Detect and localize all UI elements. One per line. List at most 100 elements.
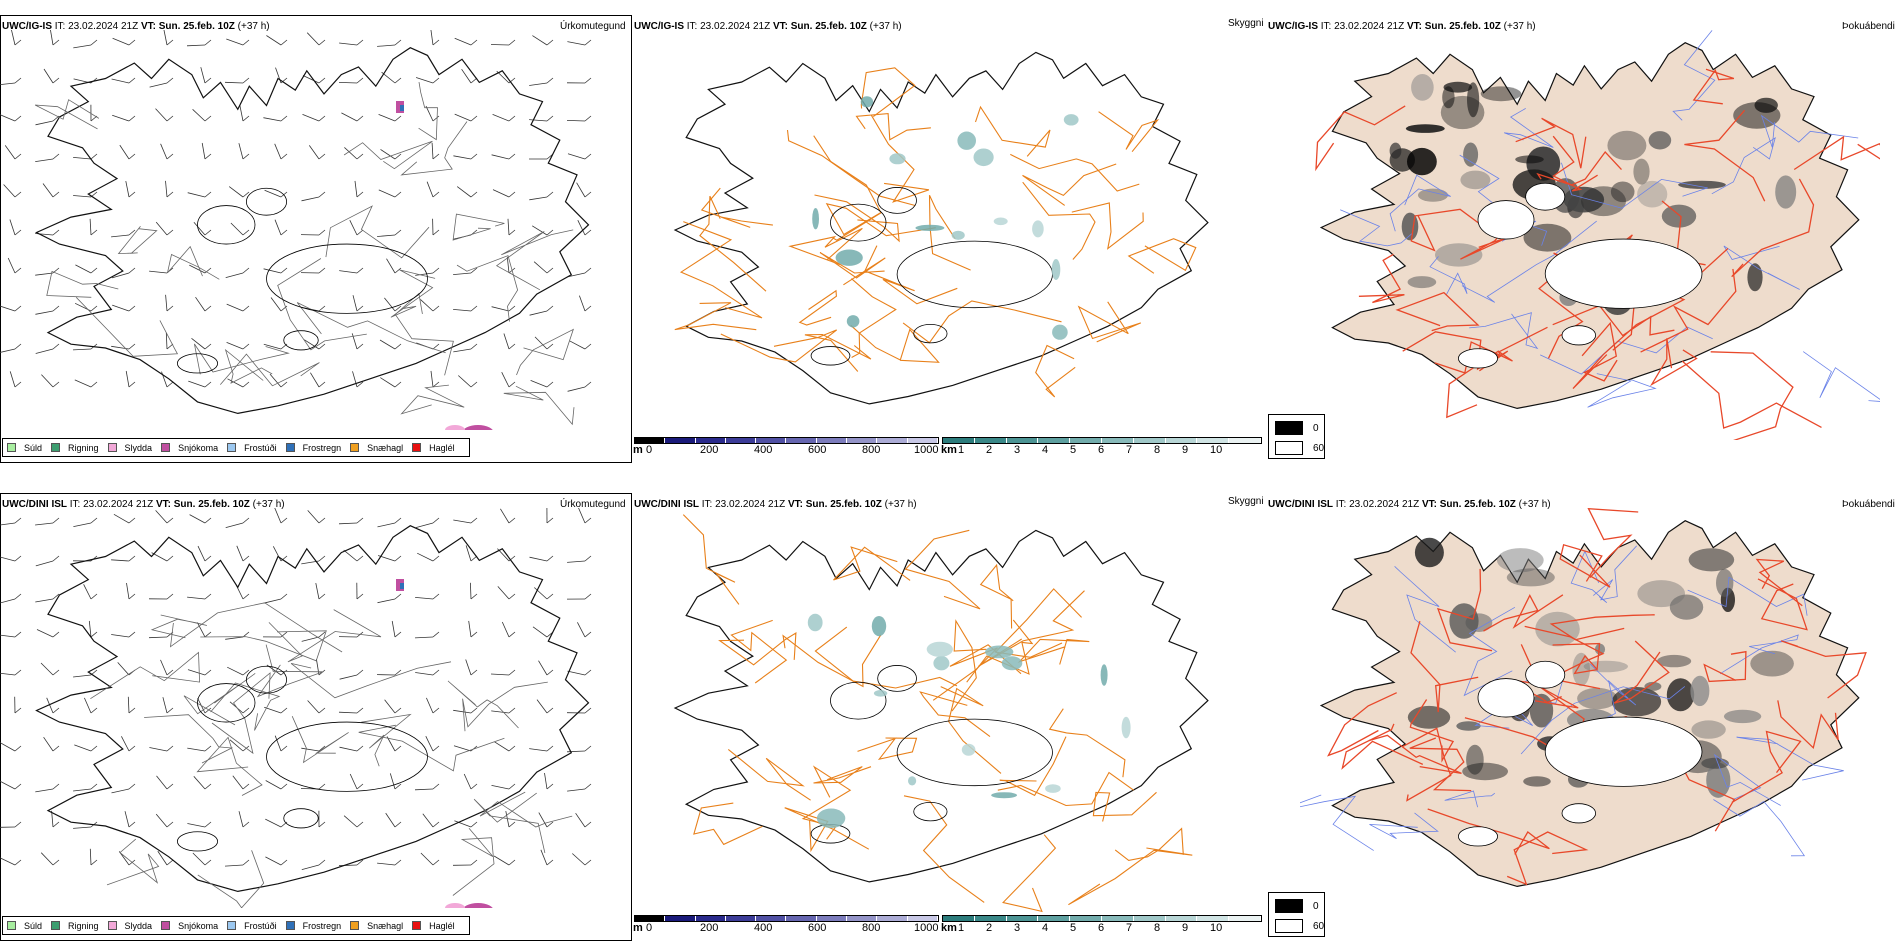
legend-label: 60 xyxy=(1313,920,1325,932)
height-colorbar: m 0 200 400 600 800 1000 xyxy=(633,915,939,936)
precip-legend-item: Slydda xyxy=(107,443,152,453)
it-value: 23.02.2024 21Z xyxy=(1334,21,1405,32)
legend-label: Frostúði xyxy=(244,442,277,453)
colorbar-tick-label: 0 xyxy=(646,444,653,456)
colorbar-swatch xyxy=(1197,438,1230,443)
glacier-outlines xyxy=(176,665,428,852)
legend-label: Snæhagl xyxy=(367,920,404,931)
model-name: UWC/DINI ISL xyxy=(2,499,67,510)
lead-time: (+37 h) xyxy=(237,21,270,32)
colorbar-tick-label: 8 xyxy=(1154,444,1161,456)
legend-swatch xyxy=(161,921,171,930)
colorbar-swatch xyxy=(1101,438,1134,443)
vt-label: VT: xyxy=(140,21,156,32)
height-colorbar: m 0 200 400 600 800 1000 xyxy=(633,437,939,458)
colorbar-tick-label: 3 xyxy=(1014,444,1021,456)
colorbar-swatch xyxy=(1133,438,1166,443)
colorbar-swatch xyxy=(786,438,817,443)
visibility-colorbar: km 1 2 3 4 5 6 7 8 9 10 xyxy=(941,915,1262,936)
colorbar-tick-label: 3 xyxy=(1014,922,1021,934)
colorbar-tick-label: 8 xyxy=(1154,922,1161,934)
colorbar-swatch xyxy=(1070,916,1102,921)
colorbar-swatch xyxy=(1133,916,1166,921)
colorbar-tick-label: 2 xyxy=(986,444,993,456)
fog-legend-item: 0 xyxy=(1275,421,1319,435)
precip-areas xyxy=(396,101,493,430)
vt-value: Sun. 25.feb. 10Z xyxy=(805,499,882,510)
colorbar-tick-label: 6 xyxy=(1098,922,1105,934)
lead-time: (+37 h) xyxy=(1503,21,1536,32)
colorbar-swatch xyxy=(1165,916,1198,921)
fog-legend-item: 60 xyxy=(1275,441,1324,455)
colorbar-swatch xyxy=(974,916,1007,921)
colorbar-swatch xyxy=(725,916,757,921)
glacier-outlines xyxy=(810,665,1053,844)
precip-legend: Súld Rigning Slydda Snjókoma Frostúði Frostre… xyxy=(2,438,470,457)
colorbar-tick-label: 200 xyxy=(700,922,719,934)
colorbar-swatch xyxy=(695,916,726,921)
road-network xyxy=(34,82,575,426)
colorbar-tick-label: 7 xyxy=(1126,444,1133,456)
legend-label: Snjókoma xyxy=(178,920,219,931)
panel-header: UWC/DINI ISL IT: 23.02.2024 21Z VT: Sun.… xyxy=(1268,499,1551,510)
legend-swatch xyxy=(7,443,16,452)
colorbar-swatch xyxy=(974,438,1007,443)
panel-header: UWC/IG-IS IT: 23.02.2024 21Z VT: Sun. 25… xyxy=(2,21,270,32)
colorbar-tick-label: 10 xyxy=(1210,922,1223,934)
colorbar-swatch xyxy=(907,438,938,443)
lead-time: (+37 h) xyxy=(1518,499,1551,510)
model-name: UWC/IG-IS xyxy=(2,21,52,32)
vt-label: VT: xyxy=(1421,499,1437,510)
colorbar-labels: m 0 200 400 600 800 1000 xyxy=(633,922,939,936)
legend-swatch xyxy=(1275,899,1303,913)
model-name: UWC/DINI ISL xyxy=(634,499,699,510)
colorbar-tick-label: 200 xyxy=(700,444,719,456)
colorbar-tick-label: 1000 xyxy=(914,922,939,934)
legend-label: Rigning xyxy=(68,920,99,931)
colorbar-swatch xyxy=(1038,438,1071,443)
legend-swatch xyxy=(7,921,16,930)
precip-type-panel-frame xyxy=(0,15,632,463)
precip-legend-item: Haglél xyxy=(412,443,455,453)
glacier-outlines xyxy=(1457,182,1703,369)
colorbar-swatch xyxy=(1006,916,1039,921)
colorbar-swatch xyxy=(1038,916,1071,921)
legend-swatch xyxy=(107,921,117,930)
wind-barbs xyxy=(0,508,592,870)
fog-title: Þokuábendi xyxy=(1842,21,1895,32)
panel-header: UWC/IG-IS IT: 23.02.2024 21Z VT: Sun. 25… xyxy=(634,21,902,32)
vt-label: VT: xyxy=(787,499,803,510)
precip-type-map xyxy=(0,508,592,908)
low-visibility-areas xyxy=(807,613,1131,829)
colorbar-swatch xyxy=(847,916,878,921)
colorbar-tick-label: 400 xyxy=(754,922,773,934)
colorbar-swatch xyxy=(877,916,908,921)
precip-legend: Súld Rigning Slydda Snjókoma Frostúði Frostre… xyxy=(2,916,470,935)
it-value: 23.02.2024 21Z xyxy=(715,499,786,510)
precip-legend-item: Slydda xyxy=(107,920,153,931)
colorbar-swatch xyxy=(1229,438,1261,443)
colorbar-swatch xyxy=(635,438,666,443)
wind-barbs xyxy=(0,30,592,392)
fog-legend: 0 60 xyxy=(1268,414,1325,459)
colorbar-swatches xyxy=(634,915,939,922)
road-network xyxy=(90,602,573,908)
colorbar-tick-label: 5 xyxy=(1070,444,1077,456)
colorbar-swatch xyxy=(665,916,696,921)
legend-swatch xyxy=(51,921,61,930)
it-label: IT: xyxy=(686,21,698,32)
colorbar-swatches xyxy=(942,437,1262,444)
road-network xyxy=(1340,30,1880,408)
legend-swatch xyxy=(107,443,117,452)
colorbar-swatch xyxy=(1229,916,1261,921)
precip-legend-item: Snæhagl xyxy=(350,921,403,931)
legend-label: Slydda xyxy=(124,920,153,931)
coastline xyxy=(673,529,1209,883)
legend-label: Frostregn xyxy=(302,442,342,453)
legend-swatch xyxy=(161,443,171,452)
precip-legend-item: Snjókoma xyxy=(161,921,218,931)
colorbar-swatches xyxy=(942,915,1262,922)
colorbar-tick-label: 10 xyxy=(1210,444,1223,456)
colorbar-tick-label: 1 xyxy=(958,922,965,934)
vt-value: Sun. 25.feb. 10Z xyxy=(158,21,235,32)
